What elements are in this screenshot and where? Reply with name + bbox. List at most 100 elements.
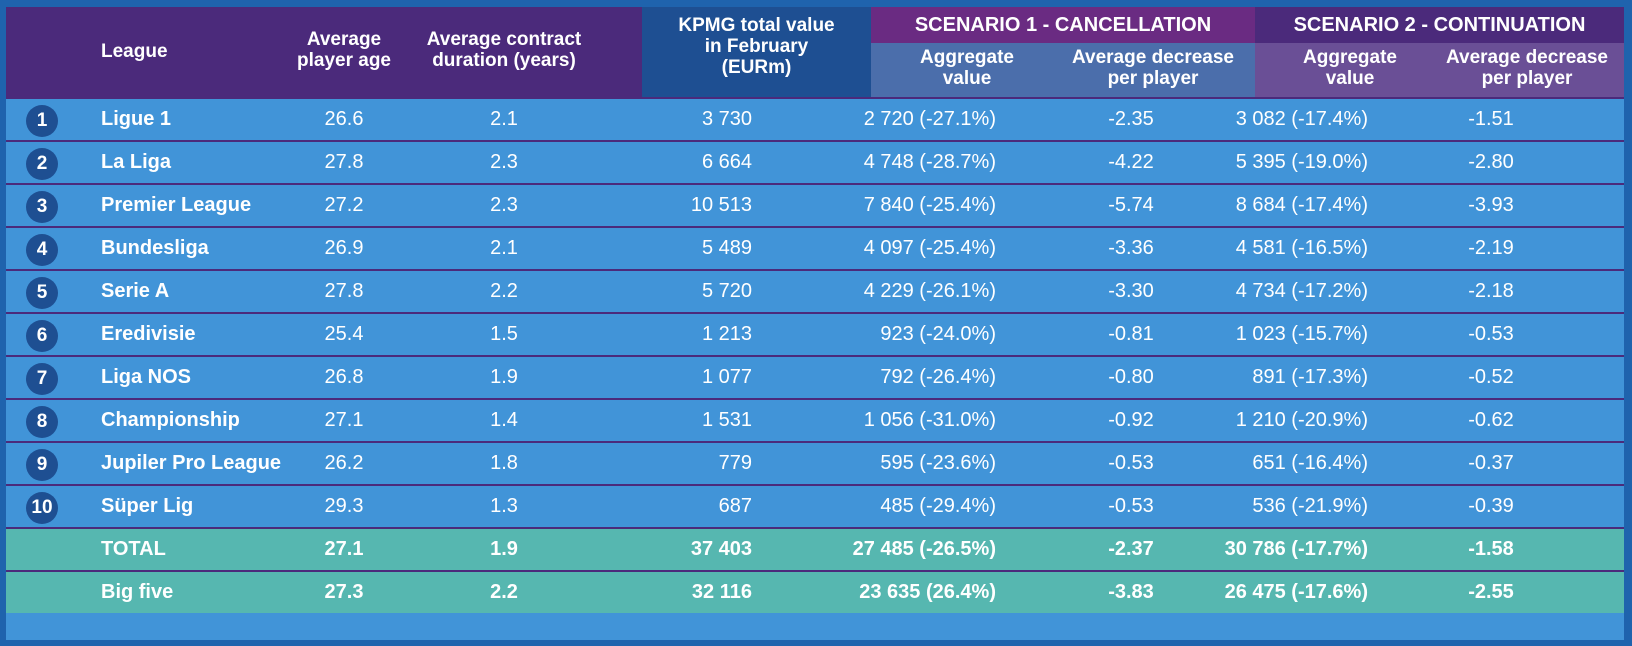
league-name: Premier League	[101, 194, 252, 216]
average-age: 26.6	[324, 108, 364, 130]
scenario-2-subheader: Aggregate value Average decrease per pla…	[1255, 43, 1624, 97]
table-row: 4 Bundesliga 26.9 2.1 5 489 4 097 (-25.4…	[6, 226, 1624, 269]
contract-duration: 2.2	[490, 581, 518, 603]
scenario-2-title-band: SCENARIO 2 - CONTINUATION	[1255, 7, 1624, 43]
header-league: League	[101, 41, 168, 62]
contract-duration: 1.4	[490, 409, 518, 431]
average-age: 29.3	[324, 495, 364, 517]
scenario-2-title: SCENARIO 2 - CONTINUATION	[1293, 14, 1586, 36]
average-age: 25.4	[324, 323, 364, 345]
s1-average-decrease: -0.80	[1108, 366, 1154, 388]
average-age: 27.1	[324, 538, 364, 560]
scenario-1-aggregate-header: Aggregate value	[871, 47, 1063, 89]
kpmg-value: 687	[718, 495, 752, 517]
contract-duration: 1.5	[490, 323, 518, 345]
table-row: 1 Ligue 1 26.6 2.1 3 730 2 720 (-27.1%) …	[6, 97, 1624, 140]
s1-aggregate-value: 2 720 (-27.1%)	[863, 108, 996, 130]
s1-aggregate-value: 923 (-24.0%)	[880, 323, 996, 345]
s1-average-decrease: -4.22	[1108, 151, 1154, 173]
s2-aggregate-value: 30 786 (-17.7%)	[1224, 538, 1368, 560]
contract-duration: 2.3	[490, 151, 518, 173]
s2-agg-line2: value	[1325, 68, 1375, 89]
header-kpmg-line3: (EURm)	[721, 57, 792, 78]
contract-duration: 2.1	[490, 108, 518, 130]
header-kpmg-line2: in February	[704, 36, 809, 57]
s1-aggregate-value: 4 097 (-25.4%)	[863, 237, 996, 259]
s1-aggregate-value: 595 (-23.6%)	[880, 452, 996, 474]
s2-aggregate-value: 1 023 (-15.7%)	[1235, 323, 1368, 345]
header-age: Average player age	[274, 29, 414, 71]
league-name: Eredivisie	[101, 323, 196, 345]
header-duration-line1: Average contract	[426, 29, 582, 50]
rank-badge: 2	[26, 148, 58, 180]
s1-aggregate-value: 23 635 (26.4%)	[859, 581, 996, 603]
kpmg-value: 3 730	[701, 108, 752, 130]
kpmg-value: 1 531	[701, 409, 752, 431]
s1-average-decrease: -0.53	[1108, 495, 1154, 517]
total-row: TOTAL 27.1 1.9 37 403 27 485 (-26.5%) -2…	[6, 527, 1624, 570]
average-age: 27.1	[324, 409, 364, 431]
header-scenario-1: SCENARIO 1 - CANCELLATION Aggregate valu…	[871, 7, 1255, 97]
header-kpmg-text: KPMG total value in February (EURm)	[642, 15, 871, 78]
s1-aggregate-value: 4 748 (-28.7%)	[863, 151, 996, 173]
s2-aggregate-value: 5 395 (-19.0%)	[1235, 151, 1368, 173]
s2-average-decrease: -0.39	[1468, 495, 1514, 517]
s2-aggregate-value: 1 210 (-20.9%)	[1235, 409, 1368, 431]
s1-average-decrease: -3.30	[1108, 280, 1154, 302]
table-row: 7 Liga NOS 26.8 1.9 1 077 792 (-26.4%) -…	[6, 355, 1624, 398]
table-row: 8 Championship 27.1 1.4 1 531 1 056 (-31…	[6, 398, 1624, 441]
header-age-line1: Average	[306, 29, 382, 50]
s2-aggregate-value: 26 475 (-17.6%)	[1224, 581, 1368, 603]
kpmg-value: 1 213	[701, 323, 752, 345]
league-name: Süper Lig	[101, 495, 194, 517]
contract-duration: 2.2	[490, 280, 518, 302]
scenario-2-aggregate-header: Aggregate value	[1255, 47, 1445, 89]
s1-agg-line2: value	[942, 68, 992, 89]
s1-average-decrease: -2.35	[1108, 108, 1154, 130]
average-age: 27.8	[324, 280, 364, 302]
s1-average-decrease: -0.81	[1108, 323, 1154, 345]
league-name: Liga NOS	[101, 366, 192, 388]
s2-average-decrease: -1.51	[1468, 108, 1514, 130]
table-body: 1 Ligue 1 26.6 2.1 3 730 2 720 (-27.1%) …	[6, 97, 1624, 613]
s2-aggregate-value: 4 734 (-17.2%)	[1235, 280, 1368, 302]
table-row: 10 Süper Lig 29.3 1.3 687 485 (-29.4%) -…	[6, 484, 1624, 527]
s1-dec-line1: Average decrease	[1072, 47, 1234, 68]
scenario-1-title-band: SCENARIO 1 - CANCELLATION	[871, 7, 1255, 43]
scenario-1-subheader: Aggregate value Average decrease per pla…	[871, 43, 1255, 97]
contract-duration: 2.3	[490, 194, 518, 216]
league-name: Serie A	[101, 280, 170, 302]
s2-aggregate-value: 8 684 (-17.4%)	[1235, 194, 1368, 216]
kpmg-value: 37 403	[690, 538, 752, 560]
contract-duration: 1.3	[490, 495, 518, 517]
s2-aggregate-value: 536 (-21.9%)	[1252, 495, 1368, 517]
scenario-1-title: SCENARIO 1 - CANCELLATION	[914, 14, 1212, 36]
contract-duration: 1.9	[490, 538, 518, 560]
s1-dec-line2: per player	[1107, 68, 1199, 89]
big-five-label: Big five	[101, 581, 174, 603]
s1-agg-line1: Aggregate	[920, 47, 1014, 68]
s1-aggregate-value: 792 (-26.4%)	[880, 366, 996, 388]
s1-aggregate-value: 7 840 (-25.4%)	[863, 194, 996, 216]
kpmg-value: 32 116	[691, 581, 752, 603]
league-name: Championship	[101, 409, 240, 431]
s2-dec-line2: per player	[1481, 68, 1573, 89]
rank-badge: 8	[26, 406, 58, 438]
big-five-row: Big five 27.3 2.2 32 116 23 635 (26.4%) …	[6, 570, 1624, 613]
s2-average-decrease: -2.80	[1468, 151, 1514, 173]
s2-average-decrease: -0.37	[1468, 452, 1514, 474]
kpmg-value: 1 077	[701, 366, 752, 388]
s2-average-decrease: -1.58	[1468, 538, 1514, 560]
s2-average-decrease: -2.19	[1468, 237, 1514, 259]
rank-badge: 7	[26, 363, 58, 395]
s1-average-decrease: -2.37	[1108, 538, 1154, 560]
header-age-line2: player age	[297, 50, 391, 71]
kpmg-value: 10 513	[690, 194, 752, 216]
valuation-table: League Average player age Average contra…	[6, 7, 1624, 640]
s1-average-decrease: -0.92	[1108, 409, 1154, 431]
average-age: 27.2	[324, 194, 364, 216]
s2-average-decrease: -3.93	[1468, 194, 1514, 216]
kpmg-value: 779	[718, 452, 752, 474]
header-general: League Average player age Average contra…	[6, 7, 642, 97]
s1-average-decrease: -3.36	[1108, 237, 1154, 259]
